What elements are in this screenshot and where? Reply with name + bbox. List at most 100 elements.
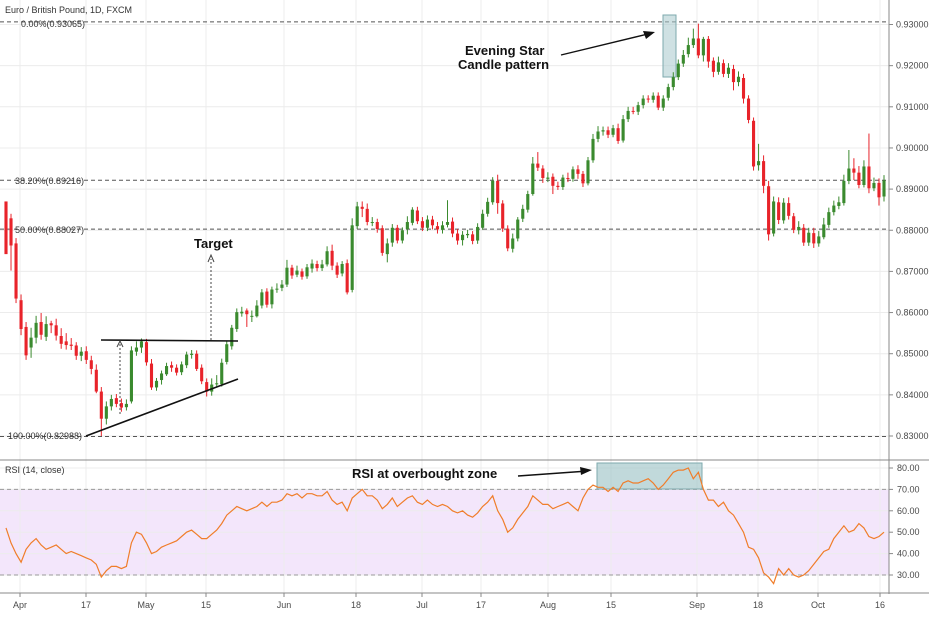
- candle: [29, 327, 33, 358]
- fib-label-3: 100.00%(0.82988): [8, 431, 82, 441]
- candle: [496, 174, 500, 214]
- candle-body: [59, 336, 63, 344]
- candle-body: [360, 206, 364, 209]
- candle: [330, 244, 334, 271]
- rsi-axis-ticks: 80.00 70.00 60.00 50.00 40.00 30.00: [889, 463, 920, 580]
- candle-body: [486, 201, 490, 214]
- candle-body: [310, 263, 314, 269]
- candle: [34, 315, 38, 344]
- candle: [561, 174, 565, 190]
- candle: [425, 215, 429, 232]
- rsi-line: [5, 467, 885, 585]
- rsi-title: RSI (14, close): [5, 465, 65, 475]
- time-tick-label: 17: [81, 600, 91, 610]
- candle: [230, 324, 234, 350]
- candle: [792, 212, 796, 234]
- candle: [225, 341, 229, 365]
- candle-body: [681, 54, 685, 64]
- candle: [701, 36, 705, 62]
- candle-body: [420, 221, 424, 228]
- candle: [827, 207, 831, 228]
- candle: [621, 115, 625, 143]
- candle-body: [340, 263, 344, 274]
- candle: [656, 92, 660, 111]
- candle: [99, 387, 103, 436]
- price-tick-label: 0.87000: [896, 266, 929, 276]
- candle: [576, 165, 580, 179]
- candle-body: [64, 341, 68, 346]
- candle-body: [551, 176, 555, 186]
- candle: [285, 259, 289, 288]
- candle: [556, 181, 560, 190]
- candle-body: [240, 311, 244, 314]
- time-tick-label: 15: [201, 600, 211, 610]
- candle: [205, 378, 209, 397]
- candle-body: [516, 219, 520, 239]
- candle: [741, 73, 746, 104]
- candle-body: [842, 180, 846, 204]
- candle: [295, 265, 299, 278]
- candle: [691, 28, 695, 48]
- candle: [159, 370, 164, 385]
- candle: [124, 399, 128, 411]
- candle: [842, 174, 846, 206]
- candle-body: [726, 67, 731, 74]
- candle: [751, 117, 756, 171]
- candle-body: [330, 250, 334, 266]
- candle: [521, 204, 525, 223]
- candle-body: [751, 120, 756, 167]
- candle: [265, 288, 269, 308]
- candle-body: [837, 202, 841, 206]
- candle: [711, 57, 715, 78]
- candle: [611, 124, 615, 138]
- rsi-tick-label: 80.00: [897, 463, 920, 473]
- candle: [300, 268, 304, 280]
- candle-body: [230, 327, 234, 347]
- candle: [757, 143, 761, 171]
- candle-body: [691, 38, 695, 46]
- candle: [787, 197, 791, 220]
- candle-body: [350, 225, 354, 290]
- candle: [847, 150, 851, 185]
- fib-label-1: 38.20%(0.89216): [15, 176, 84, 186]
- candle: [731, 64, 736, 91]
- candle-body: [435, 226, 440, 230]
- candle-body: [195, 353, 199, 369]
- candle: [546, 172, 550, 183]
- candle: [245, 308, 249, 327]
- candle: [832, 200, 836, 216]
- candle: [14, 238, 18, 304]
- fib-levels: [0, 21, 889, 576]
- fib-label-2: 50.00%(0.88027): [15, 225, 84, 235]
- price-tick-label: 0.91000: [896, 102, 929, 112]
- candle-body: [762, 161, 766, 186]
- candle: [39, 312, 43, 340]
- time-tick-label: Apr: [13, 600, 27, 610]
- candle: [862, 160, 866, 188]
- candle: [74, 342, 78, 360]
- candle-body: [170, 365, 174, 368]
- candle-body: [295, 270, 299, 275]
- candle-body: [822, 224, 826, 238]
- evening-star-highlight: [662, 14, 677, 78]
- candle: [666, 83, 670, 101]
- candle: [350, 218, 354, 293]
- candle: [19, 294, 23, 336]
- candle: [626, 106, 630, 123]
- candle-body: [124, 403, 128, 408]
- candle-body: [220, 362, 224, 385]
- candle: [280, 280, 284, 292]
- candle: [721, 59, 726, 78]
- candle: [852, 158, 856, 181]
- candle: [185, 351, 189, 369]
- candle-body: [731, 68, 736, 83]
- candle: [455, 229, 460, 245]
- evening-star-label-line1: Evening Star: [465, 43, 544, 58]
- candle: [767, 180, 771, 241]
- candle-body: [696, 38, 700, 56]
- candle-body: [832, 205, 836, 213]
- candle-body: [370, 222, 374, 224]
- candle-body: [772, 201, 776, 234]
- candle: [415, 206, 419, 225]
